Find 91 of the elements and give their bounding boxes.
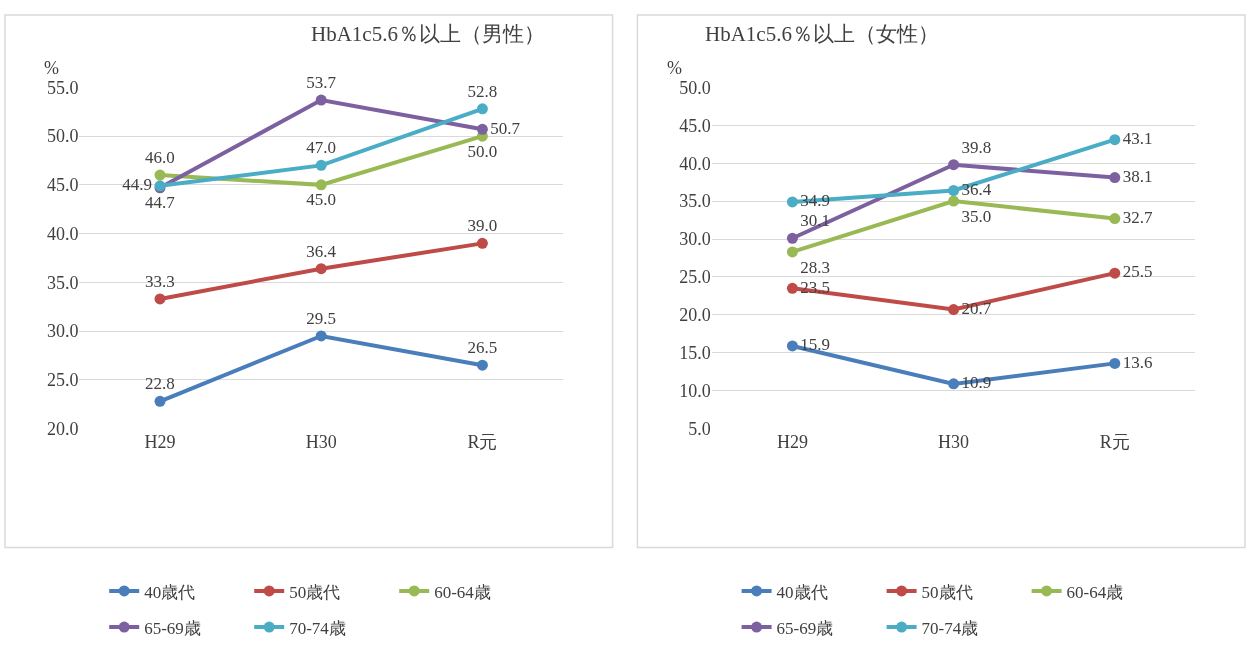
legend-label: 50歳代	[921, 582, 973, 602]
data-label: 52.8	[467, 81, 498, 101]
data-label: 25.5	[1122, 262, 1153, 282]
data-label: 46.0	[145, 147, 175, 167]
data-label: 33.3	[145, 271, 175, 291]
data-label: 47.0	[306, 138, 337, 158]
x-tick-label: H29	[776, 431, 808, 452]
data-label: 39.8	[961, 137, 992, 157]
data-label: 36.4	[961, 179, 992, 199]
chart-title: HbA1c5.6％以上（男性）	[311, 22, 545, 46]
data-label: 45.0	[306, 190, 337, 210]
point	[948, 185, 960, 196]
y-tick-label: 30.0	[679, 229, 711, 250]
point	[1109, 267, 1121, 279]
data-label: 30.1	[800, 211, 831, 231]
legend-label: 40歳代	[144, 582, 196, 602]
data-label: 28.3	[800, 257, 831, 277]
y-tick-label: 15.0	[679, 343, 711, 364]
point	[315, 263, 327, 275]
point	[786, 196, 798, 208]
data-label: 15.9	[800, 335, 831, 355]
y-tick-label: 55.0	[46, 77, 79, 98]
data-label: 36.4	[306, 241, 337, 261]
y-tick-label: 45.0	[679, 115, 711, 136]
point	[315, 159, 327, 171]
y-tick-label: 25.0	[679, 267, 711, 288]
data-label: 38.1	[1122, 166, 1153, 186]
point	[1109, 213, 1121, 225]
point	[786, 282, 798, 294]
point	[1109, 134, 1121, 146]
x-tick-label: H29	[144, 431, 176, 452]
point	[786, 340, 798, 352]
y-tick-label: 35.0	[679, 191, 711, 212]
y-tick-label: 20.0	[679, 305, 711, 326]
point	[154, 169, 166, 181]
data-label: 39.0	[467, 216, 498, 236]
data-label: 43.1	[1122, 128, 1153, 148]
point	[948, 304, 960, 316]
y-axis-title: %	[667, 58, 682, 78]
legend-label: 60-64歳	[1066, 582, 1124, 602]
x-tick-label: R元	[1099, 431, 1130, 452]
legend-label: 65-69歳	[144, 618, 201, 638]
data-label: 22.8	[145, 374, 175, 394]
point	[476, 237, 488, 249]
point	[315, 179, 327, 191]
point	[786, 246, 798, 258]
y-tick-label: 30.0	[46, 321, 79, 342]
point	[476, 123, 488, 135]
x-tick-label: H30	[938, 431, 970, 452]
point	[786, 232, 798, 244]
data-label: 44.7	[145, 193, 176, 213]
y-tick-label: 10.0	[679, 380, 711, 401]
point	[1109, 172, 1121, 184]
legend-label: 65-69歳	[776, 618, 834, 638]
point	[948, 195, 960, 207]
legend-label: 70-74歳	[289, 618, 346, 638]
data-label: 26.5	[467, 338, 498, 358]
data-label: 35.0	[961, 206, 992, 226]
point	[154, 293, 166, 305]
point	[948, 159, 960, 171]
legend-label: 50歳代	[289, 582, 341, 602]
chart-title: HbA1c5.6％以上（女性）	[705, 22, 939, 46]
x-tick-label: H30	[305, 431, 337, 452]
y-tick-label: 20.0	[46, 418, 79, 439]
point	[315, 94, 327, 106]
y-tick-label: 50.0	[46, 126, 79, 147]
point	[154, 395, 166, 407]
y-axis-title: %	[44, 58, 59, 78]
data-label: 13.6	[1122, 352, 1153, 372]
y-tick-label: 35.0	[46, 272, 79, 293]
data-label: 32.7	[1122, 207, 1153, 227]
data-label: 50.0	[467, 141, 498, 161]
point	[476, 359, 488, 371]
y-tick-label: 25.0	[46, 370, 79, 391]
data-label: 50.7	[490, 118, 521, 138]
legend-label: 60-64歳	[434, 582, 491, 602]
legend-label: 40歳代	[776, 582, 828, 602]
y-tick-label: 50.0	[679, 77, 711, 98]
data-label: 29.5	[306, 308, 337, 328]
point	[1109, 357, 1121, 369]
legend-label: 70-74歳	[921, 618, 979, 638]
point	[476, 103, 488, 115]
data-label: 44.9	[122, 175, 153, 195]
point	[948, 378, 960, 390]
x-tick-label: R元	[467, 431, 498, 452]
point	[315, 330, 327, 342]
y-tick-label: 40.0	[46, 223, 79, 244]
data-label: 53.7	[306, 72, 337, 92]
y-tick-label: 40.0	[679, 153, 711, 174]
y-tick-label: 45.0	[46, 175, 79, 196]
y-tick-label: 5.0	[688, 418, 711, 439]
